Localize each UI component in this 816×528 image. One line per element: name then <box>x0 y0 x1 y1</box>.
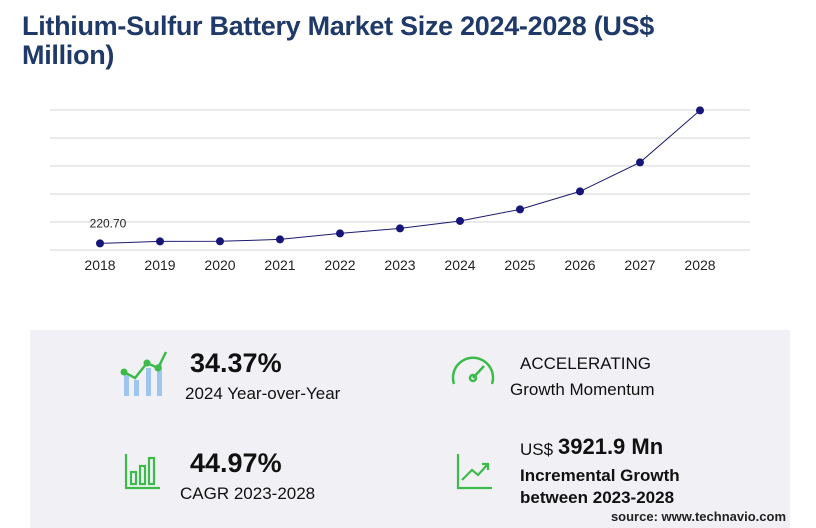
marker <box>336 229 344 238</box>
x-tick-label: 2018 <box>84 257 115 273</box>
marker <box>216 237 224 246</box>
marker <box>696 106 704 115</box>
kpi-value: 34.37% <box>190 348 282 378</box>
x-tick-label: 2024 <box>444 257 475 273</box>
x-tick-label: 2021 <box>264 257 295 273</box>
x-tick-label: 2022 <box>324 257 355 273</box>
chart: 2018 2019 2020 2021 2022 2023 2024 2025 2026 2027… <box>50 106 750 273</box>
kpi-label: CAGR 2023-2028 <box>180 484 316 503</box>
x-tick-label: 2025 <box>504 257 535 273</box>
kpi-label: 2024 Year-over-Year <box>185 384 341 403</box>
kpi-value: 3921.9 Mn <box>558 434 664 459</box>
source: source: www.technavio.com <box>610 509 786 524</box>
marker <box>276 235 284 244</box>
kpi-label: Incremental Growth <box>520 466 680 485</box>
line <box>99 110 701 244</box>
yoy-icon <box>120 351 168 396</box>
marker <box>576 187 584 196</box>
chart-title: Lithium-Sulfur Battery Market Size 2024-… <box>22 11 655 70</box>
marker <box>456 216 464 225</box>
kpi-unit: US$ <box>520 440 554 459</box>
x-tick-label: 2028 <box>684 257 715 273</box>
x-tick-label: 2026 <box>564 257 595 273</box>
icons <box>120 351 495 490</box>
marker <box>156 237 164 246</box>
marker <box>396 224 404 233</box>
kpi-panel: 34.37% 2024 Year-over-Year ACCELERATING … <box>30 330 790 528</box>
marker <box>516 205 524 214</box>
x-tick-label: 2027 <box>624 257 655 273</box>
x-tick-label: 2023 <box>384 257 415 273</box>
value-label: 220.70 <box>90 216 127 230</box>
cagr-icon <box>124 454 160 490</box>
kpi-value: 44.97% <box>190 448 282 478</box>
kpi-label: between 2023-2028 <box>520 488 675 507</box>
gauge-icon <box>451 356 495 385</box>
x-tick-label: 2019 <box>144 257 175 273</box>
kpi-value: ACCELERATING <box>520 354 651 373</box>
marker <box>636 158 644 167</box>
growth-icon <box>456 454 492 490</box>
marker <box>96 239 104 248</box>
kpi-label: Growth Momentum <box>510 380 655 399</box>
x-tick-label: 2020 <box>204 257 235 273</box>
